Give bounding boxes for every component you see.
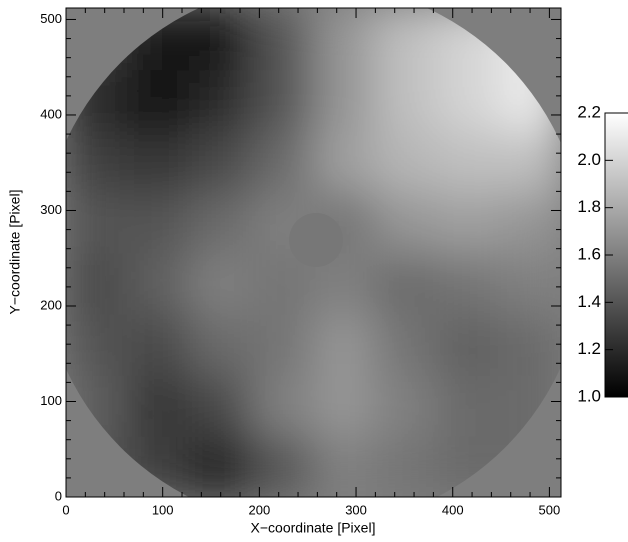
colorbar-tick-label: 2.0 (577, 150, 601, 169)
heatmap-cell (498, 312, 561, 376)
heatmap-cell (188, 373, 253, 437)
heatmap-cell (66, 129, 129, 193)
heatmap-cell (188, 190, 253, 254)
heatmap-cell (250, 129, 315, 193)
heatmap-cell (436, 373, 501, 437)
heatmap-cell (250, 373, 315, 437)
heatmap-cell (188, 129, 253, 193)
heatmap-cell (250, 8, 315, 71)
heatmap-cell (66, 251, 129, 315)
heatmap-cell (126, 190, 191, 254)
heatmap-cell (126, 68, 191, 132)
heatmap-cell (126, 373, 191, 437)
x-tick-label: 300 (345, 502, 367, 517)
y-tick-label: 100 (40, 393, 62, 408)
y-tick-label: 300 (40, 202, 62, 217)
x-tick-label: 200 (249, 502, 271, 517)
heatmap-cell (312, 8, 377, 71)
heatmap-cell (250, 312, 315, 376)
heatmap-cell (312, 68, 377, 132)
y-tick-label: 400 (40, 106, 62, 121)
x-tick-label: 100 (152, 502, 174, 517)
colorbar-tick-label: 1.2 (577, 339, 601, 358)
heatmap-cell (250, 434, 315, 497)
heatmap-cell (436, 68, 501, 132)
heatmap-cell (188, 8, 253, 71)
x-tick-label: 500 (539, 502, 561, 517)
heatmap-cell (374, 373, 439, 437)
frame (65, 7, 562, 498)
heatmap-cell (126, 251, 191, 315)
y-tick-label: 0 (55, 488, 62, 503)
heatmap-cell (312, 373, 377, 437)
x-axis-label: X−coordinate [Pixel] (251, 520, 376, 536)
heatmap-cell (126, 312, 191, 376)
occulter (289, 213, 343, 267)
heatmap-cell (188, 251, 253, 315)
heatmap-cell (312, 312, 377, 376)
heatmap-cell (436, 190, 501, 254)
heatmap-cell (436, 251, 501, 315)
heatmap-cell (374, 129, 439, 193)
heatmap-cell (312, 129, 377, 193)
heatmap-cell (498, 129, 561, 193)
heatmap-cell (66, 312, 129, 376)
heatmap-cell (188, 434, 253, 497)
heatmap-cell (250, 68, 315, 132)
heatmap-cell (374, 68, 439, 132)
heatmap-cell (436, 312, 501, 376)
heatmap-cell (188, 68, 253, 132)
heatmap-cell (374, 434, 439, 497)
colorbar-tick-label: 1.6 (577, 244, 601, 263)
colorbar-tick-label: 1.0 (577, 386, 601, 405)
colorbar-tick-label: 1.8 (577, 197, 601, 216)
plot-area (66, 8, 561, 497)
colorbar-tick-label: 1.4 (577, 292, 601, 311)
colorbar: 1.0 1.2 1.4 1.6 1.8 2.0 2.2 (577, 102, 628, 405)
x-tick-label: 0 (62, 502, 69, 517)
x-tick-label: 400 (442, 502, 464, 517)
y-tick-label: 200 (40, 297, 62, 312)
heatmap-cell (66, 190, 129, 254)
heatmap-cell (498, 190, 561, 254)
heatmap-cell (498, 251, 561, 315)
y-axis-label: Y−coordinate [Pixel] (7, 190, 23, 315)
heatmap-cell (374, 190, 439, 254)
heatmap-cell (188, 312, 253, 376)
heatmap-cell (374, 8, 439, 71)
y-tick-label: 500 (40, 11, 62, 26)
heatmap-cell (126, 129, 191, 193)
heatmap-cell (312, 434, 377, 497)
heatmap-cell (436, 129, 501, 193)
colorbar-tick-label: 2.2 (577, 102, 601, 121)
heatmap-cell (374, 251, 439, 315)
heatmap-cell (374, 312, 439, 376)
